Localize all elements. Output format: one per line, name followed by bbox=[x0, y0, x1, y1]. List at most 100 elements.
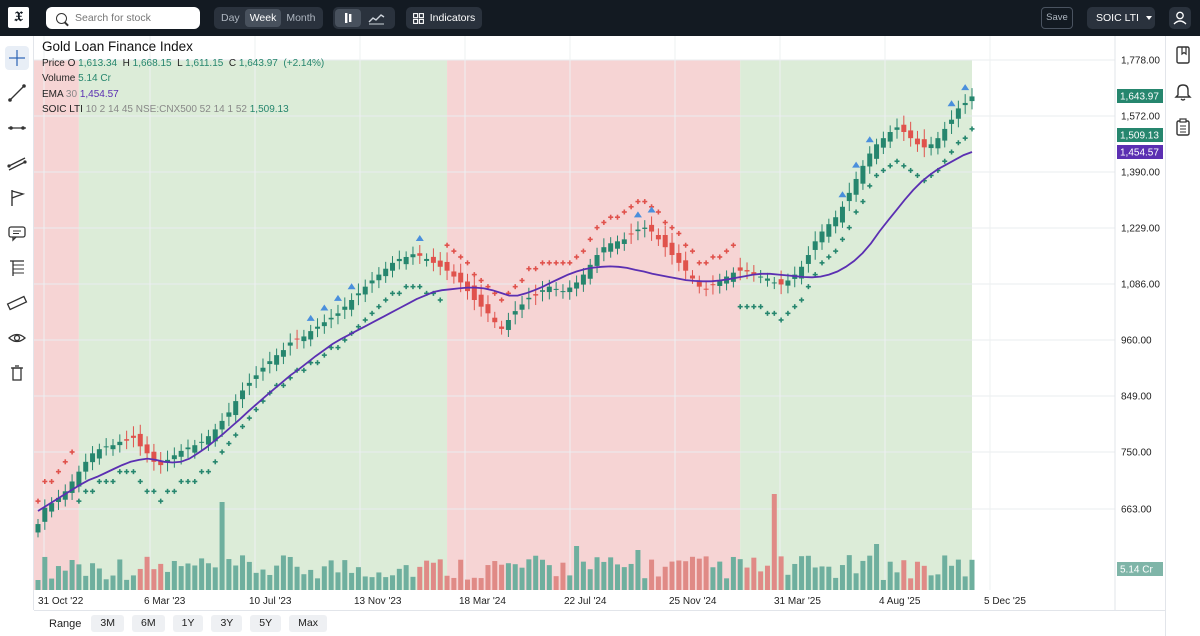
volume-bar bbox=[867, 555, 873, 590]
candle-body bbox=[553, 288, 559, 290]
candle-body bbox=[921, 139, 927, 148]
candle-body bbox=[683, 260, 689, 271]
signal-triangle bbox=[961, 84, 970, 91]
volume-bar bbox=[880, 579, 886, 590]
candle-body bbox=[546, 286, 552, 293]
volume-bar bbox=[703, 556, 709, 590]
candle-body bbox=[676, 252, 682, 263]
range-5y-button[interactable]: 5Y bbox=[250, 615, 282, 632]
watchlist-button[interactable] bbox=[1172, 44, 1194, 66]
price-tick-label: 1,229.00 bbox=[1121, 224, 1160, 235]
trend-line-tool[interactable] bbox=[5, 81, 29, 105]
candle-body bbox=[574, 282, 580, 289]
alerts-button[interactable] bbox=[1172, 80, 1194, 102]
volume-bar bbox=[199, 558, 205, 590]
crosshair-tool[interactable] bbox=[5, 46, 29, 70]
range-3m-button[interactable]: 3M bbox=[91, 615, 125, 632]
visibility-tool[interactable] bbox=[5, 326, 29, 350]
candle-body bbox=[928, 144, 934, 149]
indicators-button[interactable]: Indicators bbox=[406, 7, 482, 29]
regime-zone-bullish bbox=[740, 60, 972, 590]
line-chart-button[interactable] bbox=[363, 9, 389, 27]
candle-body bbox=[335, 313, 341, 316]
parallel-channel-tool[interactable] bbox=[5, 151, 29, 175]
line-chart-icon bbox=[368, 14, 385, 25]
time-tick-label: 5 Dec '25 bbox=[984, 596, 1026, 607]
symbol-selector[interactable]: SOIC LTI bbox=[1087, 7, 1155, 29]
volume-bar bbox=[260, 569, 266, 590]
close-label: C bbox=[228, 57, 237, 69]
stock-search[interactable] bbox=[46, 7, 200, 29]
volume-bar bbox=[49, 578, 55, 590]
chevron-down-icon bbox=[1145, 16, 1152, 20]
flag-tool[interactable] bbox=[5, 186, 29, 210]
soic-value-badge: 1,509.13 bbox=[1120, 131, 1159, 142]
volume-bar bbox=[465, 579, 471, 590]
volume-bar bbox=[383, 577, 389, 590]
signal-triangle bbox=[415, 235, 424, 242]
volume-bar bbox=[294, 566, 300, 590]
candle-body bbox=[642, 227, 648, 229]
candle-body bbox=[124, 439, 130, 441]
volume-bar bbox=[451, 577, 457, 590]
signal-triangle bbox=[333, 294, 342, 301]
open-value: 1,613.34 bbox=[78, 57, 118, 69]
volume-bar bbox=[560, 562, 566, 590]
volume-bar bbox=[724, 578, 730, 590]
volume-bar bbox=[410, 576, 416, 590]
candlestick-icon bbox=[345, 13, 352, 23]
candle-body bbox=[962, 102, 968, 106]
volume-bar bbox=[185, 563, 191, 590]
candle-body bbox=[771, 282, 777, 284]
price-chart[interactable]: 1,778.00 1,572.00 1,390.00 1,229.00 1,086.00… bbox=[34, 36, 1165, 610]
volume-bar bbox=[553, 576, 559, 590]
range-1y-button[interactable]: 1Y bbox=[172, 615, 204, 632]
range-6m-button[interactable]: 6M bbox=[132, 615, 165, 632]
user-button[interactable] bbox=[1169, 7, 1191, 29]
note-tool[interactable] bbox=[5, 221, 29, 245]
interval-week[interactable]: Week bbox=[244, 9, 282, 27]
volume-bar bbox=[90, 563, 96, 590]
volume-bar bbox=[355, 567, 361, 590]
indicators-label: Indicators bbox=[429, 12, 476, 24]
search-input[interactable] bbox=[75, 12, 190, 24]
app-logo[interactable]: 𝔛 bbox=[8, 7, 29, 28]
candle-body bbox=[280, 350, 286, 357]
candle-body bbox=[499, 326, 505, 329]
candlestick-chart-button[interactable] bbox=[335, 9, 361, 27]
volume-bar bbox=[124, 579, 130, 590]
candle-body bbox=[914, 138, 920, 145]
volume-bar bbox=[887, 561, 893, 590]
candle-body bbox=[730, 272, 736, 282]
volume-bar bbox=[403, 565, 409, 590]
ema-label: EMA bbox=[42, 88, 64, 100]
candle-body bbox=[874, 144, 880, 159]
volume-bar bbox=[628, 563, 634, 590]
volume-bar bbox=[274, 565, 280, 590]
range-max-button[interactable]: Max bbox=[289, 615, 327, 632]
last-price-badge: 1,643.97 bbox=[1120, 92, 1159, 103]
range-3y-button[interactable]: 3Y bbox=[211, 615, 243, 632]
data-window-button[interactable] bbox=[1172, 116, 1194, 138]
candle-body bbox=[342, 306, 348, 310]
price-tick-label: 663.00 bbox=[1121, 505, 1152, 516]
interval-month[interactable]: Month bbox=[286, 12, 316, 24]
volume-bar bbox=[812, 567, 818, 590]
volume-bar bbox=[485, 565, 491, 590]
candle-body bbox=[533, 294, 539, 296]
candle-body bbox=[601, 247, 607, 253]
fib-tool[interactable] bbox=[5, 256, 29, 280]
volume-bar bbox=[253, 572, 259, 590]
save-button[interactable]: Save bbox=[1041, 7, 1073, 29]
search-icon bbox=[56, 12, 67, 24]
delete-tool[interactable] bbox=[5, 361, 29, 385]
candle-body bbox=[69, 481, 75, 493]
candle-body bbox=[737, 267, 743, 271]
interval-day[interactable]: Day bbox=[221, 12, 240, 24]
ruler-tool[interactable] bbox=[5, 291, 29, 315]
candle-body bbox=[178, 450, 184, 457]
volume-bar bbox=[778, 556, 784, 590]
horizontal-line-tool[interactable] bbox=[5, 116, 29, 140]
candle-body bbox=[465, 281, 471, 292]
candle-body bbox=[96, 449, 102, 459]
